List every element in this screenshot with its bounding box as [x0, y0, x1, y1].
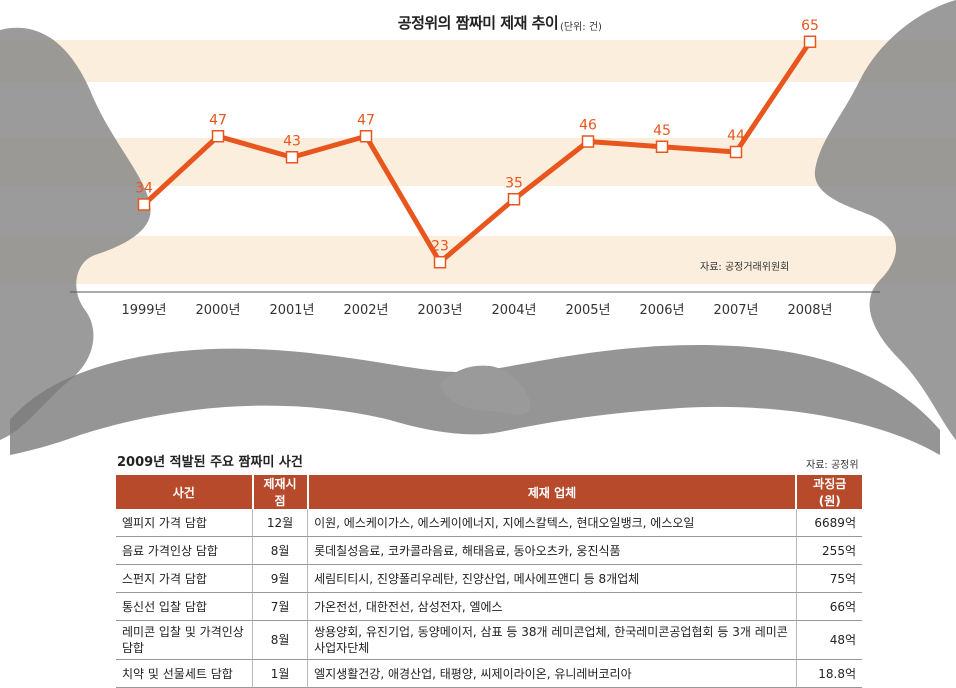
cell-companies: 롯데칠성음료, 코카콜라음료, 해태음료, 동아오츠카, 웅진식품 [307, 536, 797, 565]
data-label: 45 [653, 123, 671, 139]
cell-fine: 75억 [796, 564, 862, 593]
header-fine: 과징금(원) [796, 475, 862, 509]
band [0, 138, 956, 186]
chart-source: 자료: 공정거래위원회 [700, 262, 790, 273]
x-tick-label: 2002년 [343, 303, 388, 318]
table-row: 음료 가격인상 담합 8월 롯데칠성음료, 코카콜라음료, 해태음료, 동아오츠카,… [116, 536, 862, 565]
table-row: 통신선 입찰 담합 7월 가온전선, 대한전선, 삼성전자, 엘에스 66억 [116, 592, 862, 621]
cell-fine: 66억 [796, 592, 862, 621]
data-point [507, 193, 521, 206]
cell-fine: 18.8억 [796, 659, 862, 688]
cases-table: 사건 제재시점 제재 업체 과징금(원) 엘피지 가격 담합 12월 이원, 에스케… [116, 475, 862, 688]
handshake-hands [440, 365, 531, 416]
cell-companies: 세림티티시, 진양폴리우레탄, 진양산업, 메사에프앤디 등 8개업체 [307, 564, 797, 593]
cell-case: 스펀지 가격 담합 [116, 564, 253, 593]
data-label: 65 [801, 18, 819, 34]
x-tick-label: 2001년 [269, 303, 314, 318]
data-label: 44 [727, 128, 745, 144]
x-tick-label: 2007년 [713, 303, 758, 318]
cell-case: 통신선 입찰 담합 [116, 592, 253, 621]
data-point [433, 256, 447, 269]
x-tick-label: 2008년 [787, 303, 832, 318]
cell-companies: 이원, 에스케이가스, 에스케이에너지, 지에스칼텍스, 현대오일뱅크, 에스오… [307, 509, 797, 537]
cell-month: 7월 [252, 592, 309, 621]
header-companies: 제재 업체 [307, 475, 798, 509]
cell-month: 12월 [252, 509, 309, 537]
table-title: 2009년 적발된 주요 짬짜미 사건 [117, 455, 303, 470]
cell-case: 치약 및 선물세트 담합 [116, 659, 253, 688]
table-row: 엘피지 가격 담합 12월 이원, 에스케이가스, 에스케이에너지, 지에스칼텍스,… [116, 509, 862, 537]
x-tick-label: 2000년 [195, 303, 240, 318]
header-month: 제재시점 [252, 475, 309, 509]
cell-case: 엘피지 가격 담합 [116, 509, 253, 537]
data-label: 23 [431, 238, 449, 254]
chart-title: 공정위의 짬짜미 제재 추이 [397, 14, 559, 32]
unit-label: (단위: 건) [560, 22, 602, 33]
data-label: 34 [135, 181, 153, 197]
cell-month: 8월 [252, 620, 309, 660]
cell-month: 8월 [252, 536, 309, 565]
data-label: 47 [357, 112, 375, 128]
x-tick-label: 2005년 [565, 303, 610, 318]
x-tick-label: 2006년 [639, 303, 684, 318]
cell-case: 음료 가격인상 담합 [116, 536, 253, 565]
cell-case: 레미콘 입찰 및 가격인상 담합 [116, 620, 253, 660]
data-point [803, 35, 817, 48]
cell-month: 1월 [252, 659, 309, 688]
data-point [359, 130, 373, 143]
table-row: 스펀지 가격 담합 9월 세림티티시, 진양폴리우레탄, 진양산업, 메사에프앤디 … [116, 564, 862, 593]
table-source: 자료: 공정위 [806, 460, 859, 471]
data-point [729, 145, 743, 159]
data-point [655, 140, 669, 153]
x-tick-label: 2004년 [491, 303, 536, 318]
header-case: 사건 [116, 475, 254, 509]
cell-companies: 엘지생활건강, 애경산업, 태평양, 씨제이라이온, 유니레버코리아 [307, 659, 797, 688]
left-face-illustration [0, 27, 151, 440]
cell-companies: 쌍용양회, 유진기업, 동양메이저, 삼표 등 38개 레미콘업체, 한국레미콘… [307, 620, 797, 660]
right-face-illustration [814, 0, 956, 440]
data-label: 43 [283, 133, 301, 149]
cell-companies: 가온전선, 대한전선, 삼성전자, 엘에스 [307, 592, 797, 621]
series-line [142, 40, 813, 265]
table-row: 레미콘 입찰 및 가격인상 담합 8월 쌍용양회, 유진기업, 동양메이저, 삼표 … [116, 620, 862, 660]
cell-fine: 6689억 [796, 509, 862, 537]
table-row: 치약 및 선물세트 담합 1월 엘지생활건강, 애경산업, 태평양, 씨제이라이온,… [116, 659, 862, 688]
cell-month: 9월 [252, 564, 309, 593]
x-tick-label: 2003년 [417, 303, 462, 318]
data-point [211, 130, 225, 143]
data-label: 46 [579, 118, 597, 134]
band [0, 236, 956, 284]
data-point [137, 198, 151, 211]
x-tick-label: 1999년 [121, 303, 166, 318]
data-point [285, 151, 299, 164]
cell-fine: 255억 [796, 536, 862, 565]
data-label: 47 [209, 112, 227, 128]
data-label: 35 [505, 175, 523, 191]
data-point [581, 135, 595, 148]
cell-fine: 48억 [796, 620, 862, 660]
